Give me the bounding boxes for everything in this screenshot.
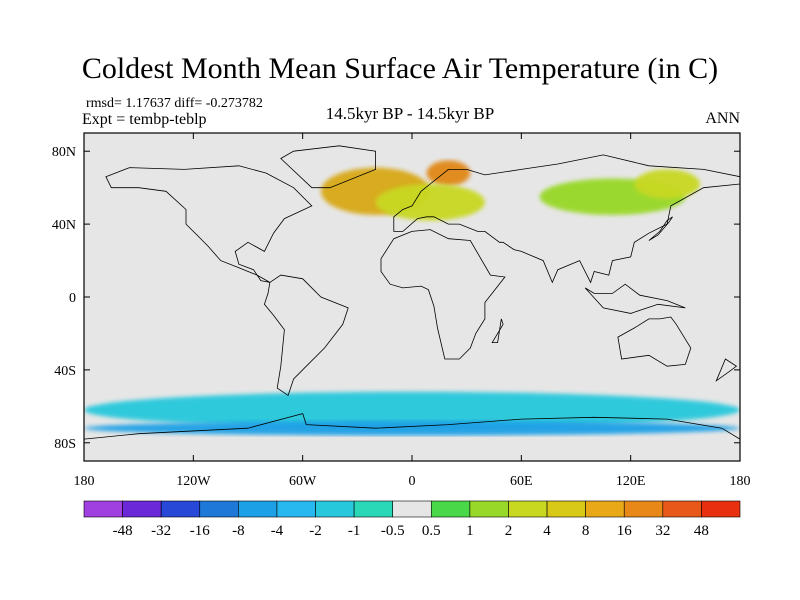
colorbar-label: 1 xyxy=(466,523,474,539)
lat-label: 80S xyxy=(54,437,76,452)
colorbar-swatch xyxy=(315,500,355,518)
lat-label: 40S xyxy=(54,364,76,379)
colorbar-swatch xyxy=(701,500,741,518)
map-title: Coldest Month Mean Surface Air Temperatu… xyxy=(81,52,719,85)
colorbar-swatch xyxy=(585,500,625,518)
rmsd-diff-stats: rmsd= 1.17637 diff= -0.273782 xyxy=(86,96,263,111)
coast-madagascar xyxy=(491,318,504,343)
coast-eurasia xyxy=(393,154,740,284)
lon-label: 60E xyxy=(510,474,533,489)
colorbar-label: -2 xyxy=(309,523,322,539)
lon-label: 0 xyxy=(409,474,416,489)
colorbar-label: -4 xyxy=(271,523,284,539)
anomaly-region-europe-warming xyxy=(375,184,485,221)
colorbar-swatch xyxy=(199,500,239,518)
lon-label: 120W xyxy=(176,474,211,489)
colorbar-label: -0.5 xyxy=(381,523,405,539)
colorbar-label: -32 xyxy=(151,523,171,539)
anomaly-field-layer xyxy=(84,160,740,436)
colorbar-label: 16 xyxy=(617,523,633,539)
period-label: 14.5kyr BP - 14.5kyr BP xyxy=(325,104,495,123)
colorbar: -48 -32 -16 -8 -4 -2 -1 -0.5 0.5 1 2 4 8 16 32 48 xyxy=(83,500,741,539)
colorbar-swatch xyxy=(83,500,123,518)
lon-label: 120E xyxy=(616,474,646,489)
experiment-label: Expt = tembp-teblp xyxy=(82,111,207,128)
colorbar-swatch xyxy=(238,500,278,518)
colorbar-swatch xyxy=(623,500,664,518)
anomaly-region-antarctic-coast-cooling xyxy=(84,420,740,436)
colorbar-label: -1 xyxy=(348,523,361,539)
coastline-layer xyxy=(84,145,740,461)
coast-japan xyxy=(648,216,673,241)
lat-label: 40N xyxy=(52,218,76,233)
colorbar-label: 0.5 xyxy=(422,523,441,539)
colorbar-swatch xyxy=(392,500,432,518)
coast-antarctica xyxy=(84,413,740,461)
coast-south-america xyxy=(263,274,349,397)
anomaly-region-greenland-core xyxy=(426,160,471,186)
colorbar-label: 32 xyxy=(655,523,670,539)
coast-greenland xyxy=(280,145,376,189)
colorbar-swatch xyxy=(508,500,548,518)
lon-label: 180 xyxy=(730,474,751,489)
colorbar-swatch xyxy=(122,500,162,518)
lon-label: 60W xyxy=(289,474,317,489)
season-label: ANN xyxy=(705,110,740,127)
colorbar-label: -8 xyxy=(232,523,245,539)
colorbar-label: 4 xyxy=(543,523,551,539)
lat-label: 0 xyxy=(69,291,76,306)
lat-label: 80N xyxy=(52,145,76,160)
colorbar-label: 48 xyxy=(694,523,709,539)
colorbar-label: 2 xyxy=(505,523,513,539)
coast-maritime-continent xyxy=(584,283,686,314)
colorbar-label: -16 xyxy=(190,523,210,539)
coast-new-zealand xyxy=(715,358,738,382)
colorbar-swatch xyxy=(276,500,316,518)
colorbar-swatch xyxy=(469,500,509,518)
axis-ticks: 80N 40N 0 40S 80S 180 120W 60W 0 60E 120E 180 xyxy=(52,133,751,489)
anomaly-region-southern-ocean-cooling xyxy=(84,391,740,429)
colorbar-swatch xyxy=(353,500,394,518)
colorbar-swatch xyxy=(430,500,471,518)
coast-north-america xyxy=(105,165,313,283)
colorbar-label: 8 xyxy=(582,523,590,539)
colorbar-swatch xyxy=(160,500,201,518)
colorbar-swatch xyxy=(546,500,586,518)
colorbar-swatch xyxy=(662,500,702,518)
anomaly-region-east-asia-warming xyxy=(634,169,700,199)
coast-australia xyxy=(617,316,692,367)
lon-label: 180 xyxy=(74,474,95,489)
colorbar-label: -48 xyxy=(113,523,133,539)
coast-africa xyxy=(380,229,506,360)
